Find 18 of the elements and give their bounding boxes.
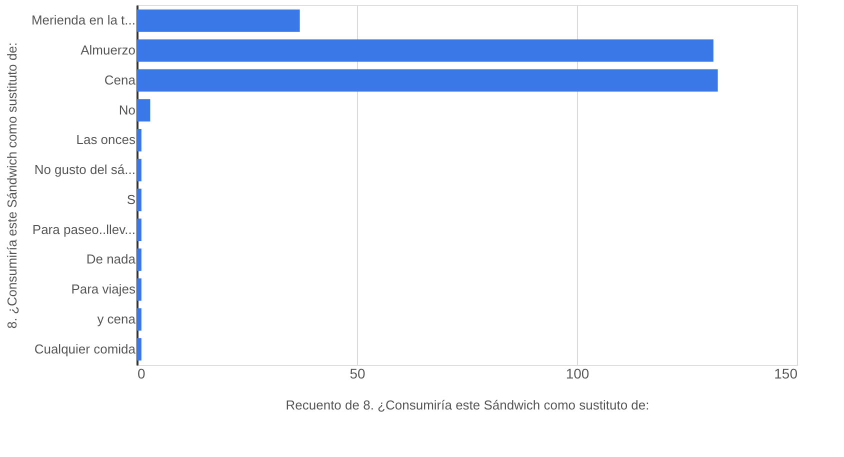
- x-tick-label: 50: [350, 366, 366, 382]
- y-tick-label: Las onces: [76, 132, 136, 148]
- x-tick-label: 150: [774, 366, 798, 382]
- x-axis-title: Recuento de 8. ¿Consumiría este Sándwich como sustituto de:: [286, 398, 650, 412]
- y-tick-label: y cena: [97, 311, 136, 326]
- y-tick-label: Merienda en la t...: [31, 12, 136, 28]
- y-axis-title: 8. ¿Consumiría este Sándwich como sustituto de:: [4, 42, 20, 329]
- y-tick-label: Para viajes: [71, 282, 136, 297]
- y-tick-label: Para paseo..llev...: [32, 222, 136, 237]
- x-tick-label: 100: [566, 366, 590, 382]
- y-tick-label: No gusto del sá...: [34, 162, 136, 178]
- y-tick-label: De nada: [86, 252, 136, 267]
- y-tick-label: Cualquier comida: [34, 341, 136, 356]
- y-tick-label: S: [126, 192, 136, 207]
- x-tick-label: 0: [138, 366, 146, 382]
- y-tick-label: No: [118, 102, 136, 118]
- y-tick-label: Cena: [104, 72, 136, 88]
- y-tick-label: Almuerzo: [80, 42, 136, 58]
